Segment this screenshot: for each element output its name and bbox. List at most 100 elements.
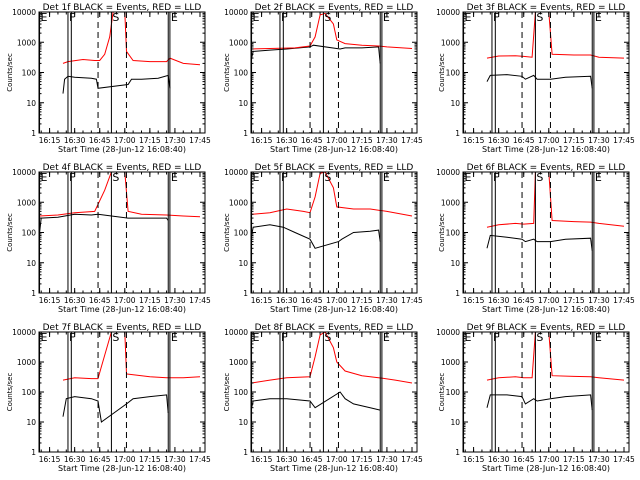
y-tick-label: 1000 bbox=[441, 358, 460, 367]
time-marker-label: S bbox=[112, 11, 119, 24]
x-tick-label: 17:45 bbox=[613, 455, 635, 464]
y-tick-label: 10 bbox=[26, 259, 36, 268]
events-series-line bbox=[486, 394, 593, 411]
x-tick-label: 17:00 bbox=[538, 136, 560, 145]
x-axis-label: Start Time (28-Jun-12 16:08:40) bbox=[58, 145, 186, 154]
x-tick-label: 17:30 bbox=[376, 455, 398, 464]
plot-frame bbox=[462, 11, 630, 134]
chart-title: Det 4f BLACK = Events, RED = LLD bbox=[43, 163, 202, 173]
plot-frame bbox=[38, 171, 206, 294]
y-tick-label: 1000 bbox=[17, 38, 36, 47]
x-tick-label: 17:45 bbox=[401, 136, 423, 145]
time-marker-label: F bbox=[493, 171, 499, 184]
time-marker-label: E bbox=[595, 11, 602, 24]
y-tick-label: 1000 bbox=[229, 358, 248, 367]
time-marker-label: E bbox=[465, 331, 472, 344]
time-marker-label: E bbox=[253, 171, 260, 184]
y-tick-label: 1 bbox=[31, 289, 36, 298]
chart-title: Det 9f BLACK = Events, RED = LLD bbox=[467, 323, 626, 333]
x-tick-label: 16:15 bbox=[251, 296, 273, 305]
y-tick-label: 10000 bbox=[224, 328, 248, 337]
y-tick-label: 1 bbox=[243, 448, 248, 457]
time-marker-label: E bbox=[383, 331, 390, 344]
time-marker-label: E bbox=[465, 171, 472, 184]
y-axis-label: Counts/sec bbox=[223, 53, 231, 92]
x-tick-label: 16:30 bbox=[64, 455, 86, 464]
y-axis-label: Counts/sec bbox=[438, 213, 446, 252]
time-marker-label: E bbox=[595, 171, 602, 184]
time-marker-label: E bbox=[253, 11, 260, 24]
x-tick-label: 17:00 bbox=[114, 136, 136, 145]
x-tick-label: 16:45 bbox=[301, 296, 323, 305]
x-tick-label: 16:45 bbox=[89, 136, 111, 145]
lld-series-line bbox=[486, 12, 625, 59]
time-marker-label: E bbox=[383, 11, 390, 24]
x-axis-label: Start Time (28-Jun-12 16:08:40) bbox=[482, 305, 610, 314]
time-marker-label: S bbox=[112, 171, 119, 184]
y-axis-label: Counts/sec bbox=[6, 53, 14, 92]
y-tick-label: 100 bbox=[234, 229, 249, 238]
x-axis-label: Start Time (28-Jun-12 16:08:40) bbox=[270, 464, 398, 473]
time-marker-label: E bbox=[253, 331, 260, 344]
time-marker-label: S bbox=[536, 171, 543, 184]
lld-series-line bbox=[251, 12, 413, 50]
x-tick-label: 16:15 bbox=[463, 296, 485, 305]
x-tick-label: 17:30 bbox=[588, 455, 610, 464]
chart-title: Det 6f BLACK = Events, RED = LLD bbox=[467, 163, 626, 173]
time-marker-label: F bbox=[281, 331, 287, 344]
y-tick-label: 10000 bbox=[436, 328, 460, 337]
events-series-line bbox=[39, 213, 169, 233]
y-axis-label: Counts/sec bbox=[438, 373, 446, 412]
lld-series-line bbox=[486, 332, 625, 381]
x-tick-label: 17:15 bbox=[563, 136, 585, 145]
x-tick-label: 17:00 bbox=[326, 296, 348, 305]
x-tick-label: 16:15 bbox=[463, 455, 485, 464]
x-tick-label: 17:45 bbox=[189, 136, 211, 145]
x-axis-label: Start Time (28-Jun-12 16:08:40) bbox=[270, 305, 398, 314]
plot-frame bbox=[250, 11, 418, 134]
x-tick-label: 16:30 bbox=[488, 455, 510, 464]
events-series-line bbox=[486, 234, 593, 251]
events-series-line bbox=[486, 74, 593, 89]
x-tick-label: 17:30 bbox=[164, 455, 186, 464]
chart-title: Det 1f BLACK = Events, RED = LLD bbox=[43, 3, 202, 13]
y-tick-label: 1000 bbox=[441, 38, 460, 47]
y-tick-label: 10 bbox=[450, 99, 460, 108]
y-tick-label: 100 bbox=[446, 69, 461, 78]
x-axis-label: Start Time (28-Jun-12 16:08:40) bbox=[270, 145, 398, 154]
time-marker-label: S bbox=[536, 331, 543, 344]
lld-series-line bbox=[251, 172, 413, 217]
x-tick-label: 16:15 bbox=[39, 455, 61, 464]
x-tick-label: 17:15 bbox=[351, 296, 373, 305]
x-tick-label: 17:30 bbox=[376, 136, 398, 145]
time-marker-label: E bbox=[171, 171, 178, 184]
y-tick-label: 10000 bbox=[436, 168, 460, 177]
x-tick-label: 16:45 bbox=[301, 136, 323, 145]
time-marker-label: E bbox=[595, 331, 602, 344]
y-tick-label: 1 bbox=[243, 129, 248, 138]
x-tick-label: 16:30 bbox=[276, 136, 298, 145]
time-marker-label: E bbox=[41, 171, 48, 184]
x-tick-label: 17:30 bbox=[588, 136, 610, 145]
y-tick-label: 100 bbox=[446, 229, 461, 238]
x-tick-label: 17:30 bbox=[588, 296, 610, 305]
x-tick-label: 17:00 bbox=[326, 455, 348, 464]
x-tick-label: 17:15 bbox=[563, 455, 585, 464]
lld-series-line bbox=[62, 12, 201, 66]
plot-frame bbox=[462, 171, 630, 294]
chart-title: Det 3f BLACK = Events, RED = LLD bbox=[467, 3, 626, 13]
time-marker-label: F bbox=[281, 171, 287, 184]
x-tick-label: 17:00 bbox=[326, 136, 348, 145]
plot-frame bbox=[38, 11, 206, 134]
x-tick-label: 17:45 bbox=[189, 296, 211, 305]
x-tick-label: 16:15 bbox=[251, 455, 273, 464]
chart-title: Det 8f BLACK = Events, RED = LLD bbox=[255, 323, 414, 333]
x-tick-label: 17:00 bbox=[114, 296, 136, 305]
y-tick-label: 1000 bbox=[229, 198, 248, 207]
